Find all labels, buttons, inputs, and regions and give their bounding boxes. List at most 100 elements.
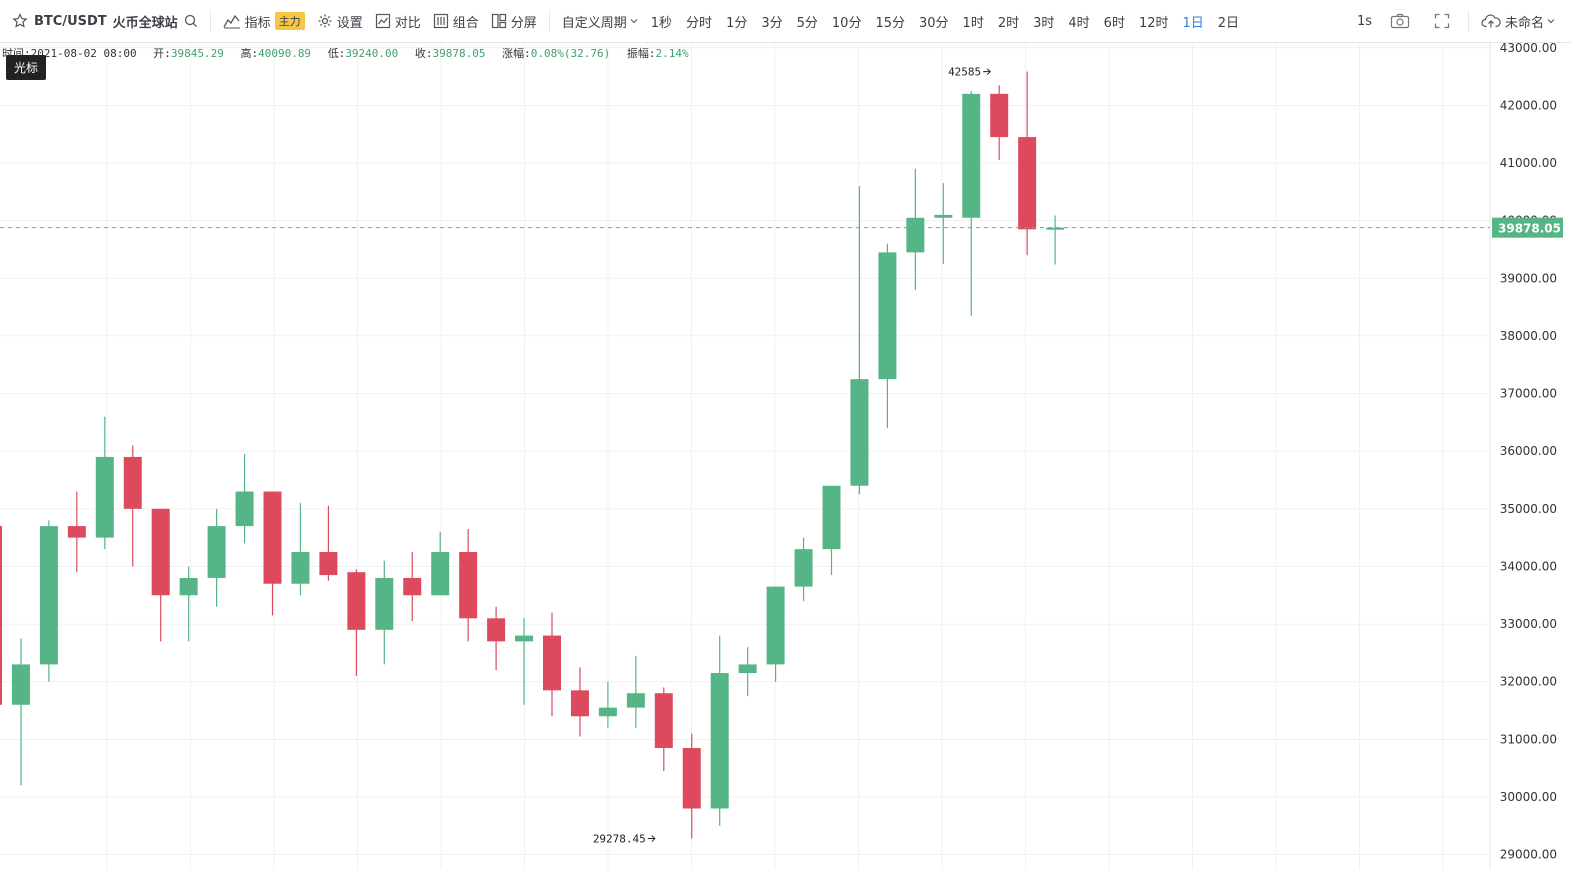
- custom-period-dropdown[interactable]: 自定义周期: [556, 0, 644, 42]
- candle-body: [710, 673, 729, 809]
- candle: [1018, 71, 1037, 256]
- candle-body: [459, 552, 478, 619]
- period-button[interactable]: 3时: [1033, 15, 1055, 31]
- period-button[interactable]: 6时: [1103, 15, 1125, 31]
- period-button[interactable]: 10分: [831, 15, 862, 31]
- candle: [710, 635, 729, 826]
- chevron-down-icon: [1547, 17, 1555, 25]
- period-button[interactable]: 1日: [1182, 15, 1204, 31]
- settings-button[interactable]: 设置: [311, 0, 369, 42]
- candle: [151, 508, 170, 642]
- candle: [990, 85, 1009, 161]
- candle: [291, 503, 310, 596]
- cloud-save-dropdown[interactable]: 未命名: [1475, 0, 1571, 42]
- combine-button[interactable]: 组合: [427, 0, 485, 42]
- close-value: 39878.05: [432, 47, 486, 60]
- candle: [95, 416, 114, 550]
- cursor-tooltip: 光标: [6, 55, 47, 80]
- candle-body: [934, 214, 953, 218]
- candle: [39, 520, 58, 682]
- candle-body: [1046, 227, 1065, 230]
- y-tick-label: 42000.00: [1500, 98, 1557, 112]
- candle: [403, 552, 422, 622]
- toolbar: BTC/USDT 火币全球站 指标 主力 设置 对比: [0, 0, 1571, 43]
- candle: [459, 528, 478, 642]
- screenshot-button[interactable]: [1378, 0, 1422, 42]
- split-screen-label: 分屏: [510, 15, 537, 31]
- annotation-arrow: [647, 835, 656, 842]
- period-button[interactable]: 1分: [726, 15, 748, 31]
- symbol-block[interactable]: BTC/USDT 火币全球站: [34, 0, 178, 42]
- compare-button[interactable]: 对比: [369, 0, 427, 42]
- candle: [962, 90, 981, 316]
- candle-body: [822, 485, 841, 550]
- period-list: 1秒 分时 1分 3分 5分 10分 15分 30分 1时 2时 3时 4时 6时 12时 1日 2日: [644, 0, 1246, 42]
- change-value: 0.08%(32.76): [530, 47, 611, 60]
- candle: [1046, 215, 1065, 265]
- symbol-search-button[interactable]: [178, 0, 204, 42]
- candle-body: [179, 577, 198, 596]
- y-tick-label: 33000.00: [1500, 617, 1557, 631]
- candle-body: [403, 577, 422, 596]
- y-tick-label: 37000.00: [1500, 387, 1557, 401]
- period-button[interactable]: 12时: [1138, 15, 1169, 31]
- search-icon: [184, 14, 198, 28]
- candle: [654, 687, 673, 772]
- ohlc-legend: 时间:2021-08-02 08:00 开:39845.29 高:40090.8…: [2, 45, 689, 61]
- candle-body: [990, 93, 1009, 138]
- candle-body: [123, 456, 142, 509]
- candle: [319, 505, 338, 581]
- gear-icon: [317, 13, 333, 29]
- candle-body: [794, 549, 813, 587]
- candle-body: [39, 526, 58, 665]
- candle: [487, 606, 506, 671]
- period-button[interactable]: 3分: [761, 15, 783, 31]
- period-button[interactable]: 2日: [1217, 15, 1240, 31]
- candle-body: [850, 379, 869, 486]
- combine-label: 组合: [452, 15, 479, 31]
- candle: [11, 638, 30, 786]
- period-button[interactable]: 2时: [997, 15, 1020, 31]
- period-button[interactable]: 4时: [1068, 15, 1090, 31]
- period-button[interactable]: 1时: [962, 15, 984, 31]
- candlestick-chart[interactable]: 29000.00 30000.00 31000.00 32000.00 33000.00…: [0, 42, 1571, 869]
- period-button[interactable]: 分时: [686, 15, 713, 31]
- period-button[interactable]: 1秒: [650, 15, 673, 31]
- candle-body: [291, 552, 310, 584]
- indicators-label: 指标: [244, 15, 271, 31]
- candle: [822, 485, 841, 576]
- open-value: 39845.29: [170, 47, 224, 60]
- candle-body: [235, 491, 254, 527]
- candle-body: [515, 635, 534, 642]
- combine-icon: [433, 13, 449, 29]
- candle-body: [95, 456, 114, 538]
- indicators-button[interactable]: 指标 主力: [217, 0, 311, 42]
- toolbar-divider: [548, 10, 550, 32]
- main-force-badge: 主力: [274, 12, 305, 30]
- time-value: 2021-08-02 08:00: [30, 47, 137, 60]
- y-tick-label: 32000.00: [1500, 675, 1557, 689]
- split-screen-button[interactable]: 分屏: [485, 0, 543, 42]
- period-button[interactable]: 15分: [875, 15, 905, 31]
- candle: [626, 655, 645, 728]
- candle: [738, 647, 757, 697]
- candle: [207, 508, 226, 607]
- period-button[interactable]: 30分: [919, 15, 949, 31]
- candle: [906, 168, 925, 290]
- favorite-star-button[interactable]: [0, 0, 34, 42]
- y-tick-label: 29000.00: [1500, 848, 1557, 862]
- candle-body: [319, 552, 338, 576]
- refresh-rate-button[interactable]: 1s: [1351, 0, 1378, 42]
- period-button[interactable]: 5分: [796, 15, 818, 31]
- fullscreen-button[interactable]: [1422, 0, 1462, 42]
- y-tick-label: 36000.00: [1500, 444, 1557, 458]
- high-label: 高:: [240, 47, 259, 60]
- candle-body: [878, 252, 897, 380]
- camera-icon: [1390, 13, 1410, 29]
- split-screen-icon: [491, 13, 507, 29]
- candle-body: [654, 693, 673, 748]
- change-label: 涨幅:: [502, 47, 531, 60]
- candle: [794, 537, 813, 602]
- refresh-rate-label: 1s: [1356, 13, 1372, 29]
- candle-body: [906, 217, 925, 253]
